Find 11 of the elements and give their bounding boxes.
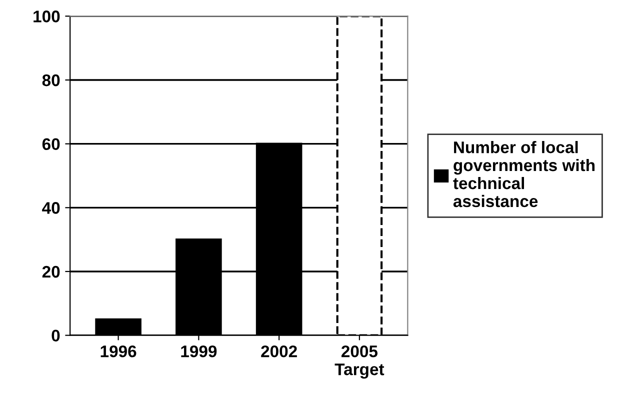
y-tick-label: 60 [42, 138, 60, 150]
x-tick-label: 2005 Target [334, 345, 384, 379]
x-tick-label: 1996 [100, 345, 136, 358]
legend-label: Number of local governments with technical assistance [453, 141, 595, 208]
y-tick-label: 20 [42, 266, 60, 278]
x-tick-label: 1999 [181, 345, 217, 358]
y-tick-label: 80 [42, 74, 60, 86]
y-tick-label: 40 [42, 202, 60, 214]
y-tick-label: 0 [52, 330, 60, 342]
y-tick-label: 100 [34, 10, 60, 22]
x-tick-label: 2002 [261, 345, 297, 358]
